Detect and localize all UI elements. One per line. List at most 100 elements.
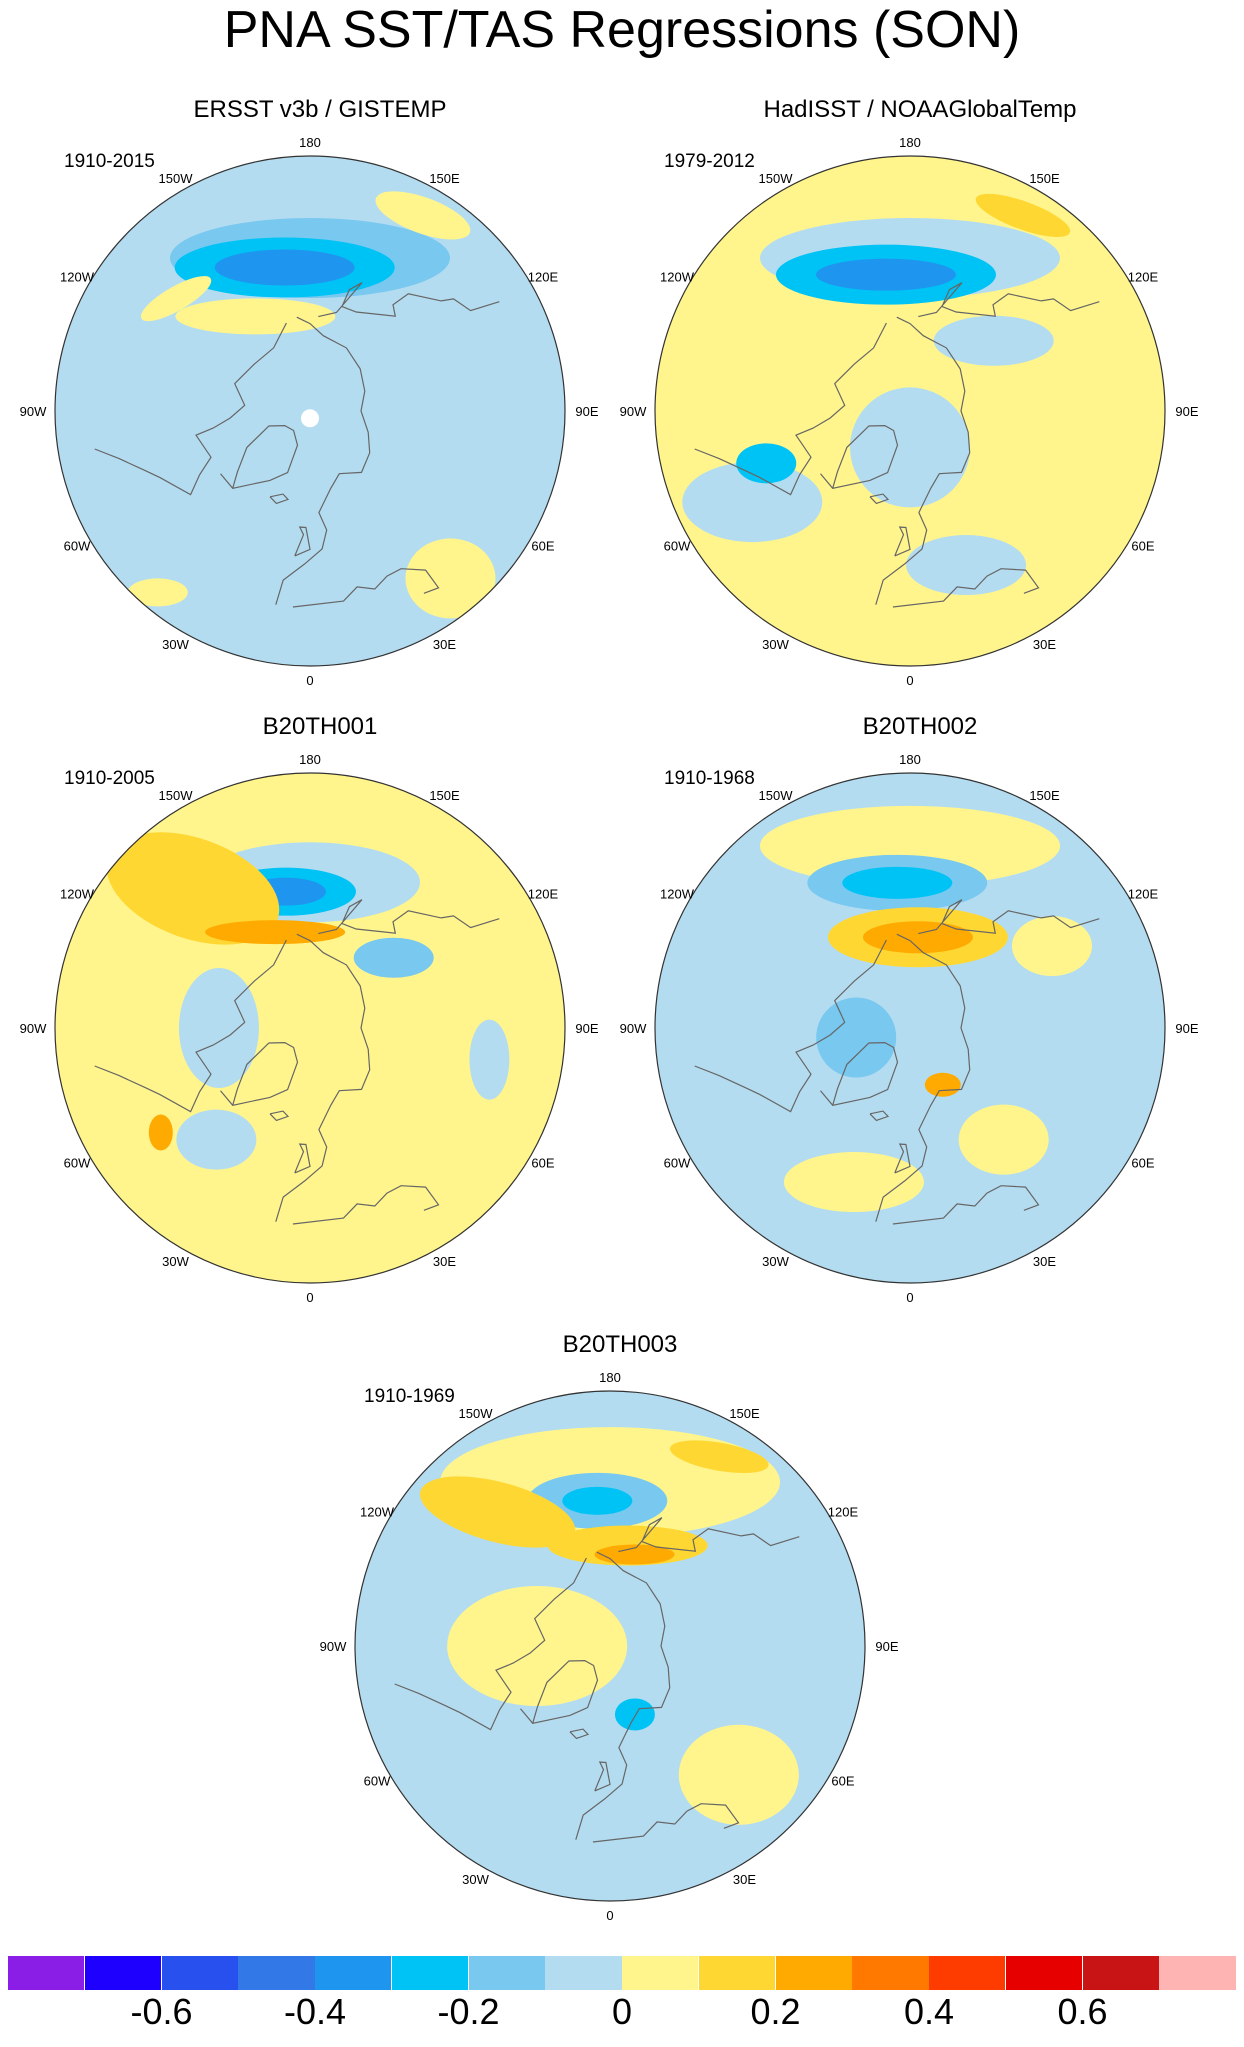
longitude-label: 0 xyxy=(906,673,913,688)
longitude-label: 60E xyxy=(531,1156,554,1171)
longitude-label: 30E xyxy=(733,1872,756,1887)
longitude-label: 120W xyxy=(660,887,695,902)
longitude-label: 0 xyxy=(606,1908,613,1923)
longitude-label: 120W xyxy=(60,887,95,902)
panel-title: HadISST / NOAAGlobalTemp xyxy=(763,96,1077,123)
map-border xyxy=(654,155,1166,667)
longitude-label: 90E xyxy=(575,1021,598,1036)
colorbar-swatch xyxy=(238,1956,316,1990)
map-panel-hadisst-noaa: HadISST / NOAAGlobalTemp 1979-2012 180 15… xyxy=(620,95,1220,715)
longitude-label: 150E xyxy=(429,788,460,803)
colorbar-tick-label: 0.6 xyxy=(1057,1991,1108,2032)
longitude-label: 60W xyxy=(64,539,91,554)
regression-field xyxy=(355,1391,865,1901)
colorbar-swatch xyxy=(468,1956,546,1990)
longitude-labels: 180 150E 120E 90E 60E 30E 0 30W 60W 90W 120W 150W xyxy=(320,1370,899,1923)
longitude-label: 90E xyxy=(575,404,598,419)
longitude-label: 30E xyxy=(1033,1254,1056,1269)
longitude-label: 180 xyxy=(899,752,921,767)
longitude-label: 30W xyxy=(462,1872,489,1887)
period-label: 1910-2015 xyxy=(64,151,155,172)
longitude-label: 150W xyxy=(159,788,194,803)
longitude-label: 30E xyxy=(1033,637,1056,652)
longitude-label: 120E xyxy=(1128,270,1159,285)
colorbar-swatch xyxy=(84,1956,162,1990)
longitude-label: 120E xyxy=(1128,887,1159,902)
longitude-label: 30W xyxy=(762,637,789,652)
longitude-label: 90E xyxy=(1175,404,1198,419)
period-label: 1910-1968 xyxy=(664,768,755,789)
longitude-label: 180 xyxy=(299,135,321,150)
longitude-label: 90W xyxy=(20,1021,47,1036)
longitude-labels: 180 150E 120E 90E 60E 30E 0 30W 60W 90W 120W 150W xyxy=(20,752,599,1305)
regression-field xyxy=(655,156,1165,666)
colorbar-tick-label: 0.2 xyxy=(750,1991,801,2032)
colorbar-swatch xyxy=(1159,1956,1237,1990)
longitude-label: 150W xyxy=(459,1406,494,1421)
longitude-label: 60E xyxy=(1131,1156,1154,1171)
longitude-labels: 180 150E 120E 90E 60E 30E 0 30W 60W 90W 120W 150W xyxy=(20,135,599,688)
longitude-labels: 180 150E 120E 90E 60E 30E 0 30W 60W 90W 120W 150W xyxy=(620,135,1199,688)
map-border xyxy=(54,772,566,1284)
longitude-label: 60W xyxy=(664,539,691,554)
colorbar-swatch xyxy=(929,1956,1007,1990)
map-border xyxy=(654,772,1166,1284)
longitude-label: 30W xyxy=(762,1254,789,1269)
colorbar-swatch xyxy=(8,1956,86,1990)
colorbar-swatch xyxy=(545,1956,623,1990)
longitude-label: 60E xyxy=(831,1774,854,1789)
regression-field xyxy=(55,773,565,1283)
map-border xyxy=(54,155,566,667)
longitude-label: 150W xyxy=(759,171,794,186)
longitude-label: 120E xyxy=(528,887,559,902)
longitude-label: 30E xyxy=(433,1254,456,1269)
regression-field xyxy=(55,156,565,666)
longitude-label: 180 xyxy=(899,135,921,150)
period-label: 1979-2012 xyxy=(664,151,755,172)
longitude-label: 0 xyxy=(306,1290,313,1305)
longitude-label: 60W xyxy=(64,1156,91,1171)
longitude-label: 150E xyxy=(729,1406,760,1421)
longitude-label: 60E xyxy=(531,539,554,554)
colorbar-swatch xyxy=(1005,1956,1083,1990)
polar-map: 180 150E 120E 90E 60E 30E 0 30W 60W 90W 120W 150W xyxy=(620,752,1199,1305)
coastlines xyxy=(694,282,1100,608)
longitude-label: 180 xyxy=(299,752,321,767)
period-label: 1910-2005 xyxy=(64,768,155,789)
panel-title: B20TH001 xyxy=(262,713,378,740)
panel-title: B20TH003 xyxy=(562,1331,678,1358)
colorbar-swatch xyxy=(622,1956,700,1990)
polar-map: 180 150E 120E 90E 60E 30E 0 30W 60W 90W 120W 150W xyxy=(20,752,599,1305)
panel-title: ERSST v3b / GISTEMP xyxy=(193,96,447,123)
figure-title: PNA SST/TAS Regressions (SON) xyxy=(223,1,1021,59)
longitude-label: 30E xyxy=(433,637,456,652)
longitude-label: 150E xyxy=(1029,788,1060,803)
map-panel-ersst-gistemp: ERSST v3b / GISTEMP 1910-2015 180 150E 120… xyxy=(20,95,620,715)
map-border xyxy=(354,1390,866,1902)
longitude-label: 60W xyxy=(364,1774,391,1789)
longitude-label: 90E xyxy=(1175,1021,1198,1036)
polar-map: 180 150E 120E 90E 60E 30E 0 30W 60W 90W 120W 150W xyxy=(620,135,1199,688)
longitude-label: 30W xyxy=(162,1254,189,1269)
colorbar-tick-label: 0 xyxy=(611,1991,633,2032)
colorbar-swatch xyxy=(315,1956,393,1990)
colorbar-tick-label: -0.6 xyxy=(130,1991,193,2032)
longitude-label: 150W xyxy=(159,171,194,186)
longitude-label: 90E xyxy=(875,1639,898,1654)
period-label: 1910-1969 xyxy=(364,1386,455,1407)
colorbar-tick-label: -0.4 xyxy=(283,1991,347,2032)
regression-field xyxy=(655,773,1165,1283)
coastlines xyxy=(394,1517,800,1843)
longitude-label: 150E xyxy=(1029,171,1060,186)
map-panel-b20th001: B20TH001 1910-2005 180 150E 120E 90E 60E 30E 0… xyxy=(20,712,620,1332)
longitude-label: 150W xyxy=(759,788,794,803)
polar-map: 180 150E 120E 90E 60E 30E 0 30W 60W 90W 120W 150W xyxy=(320,1370,899,1923)
colorbar-swatch xyxy=(852,1956,930,1990)
longitude-label: 30W xyxy=(162,637,189,652)
polar-map: 180 150E 120E 90E 60E 30E 0 30W 60W 90W 120W 150W xyxy=(20,135,599,688)
colorbar-swatch xyxy=(1082,1956,1160,1990)
longitude-label: 180 xyxy=(599,1370,621,1385)
colorbar-swatch xyxy=(391,1956,469,1990)
longitude-label: 120E xyxy=(828,1505,859,1520)
longitude-label: 120W xyxy=(660,270,695,285)
